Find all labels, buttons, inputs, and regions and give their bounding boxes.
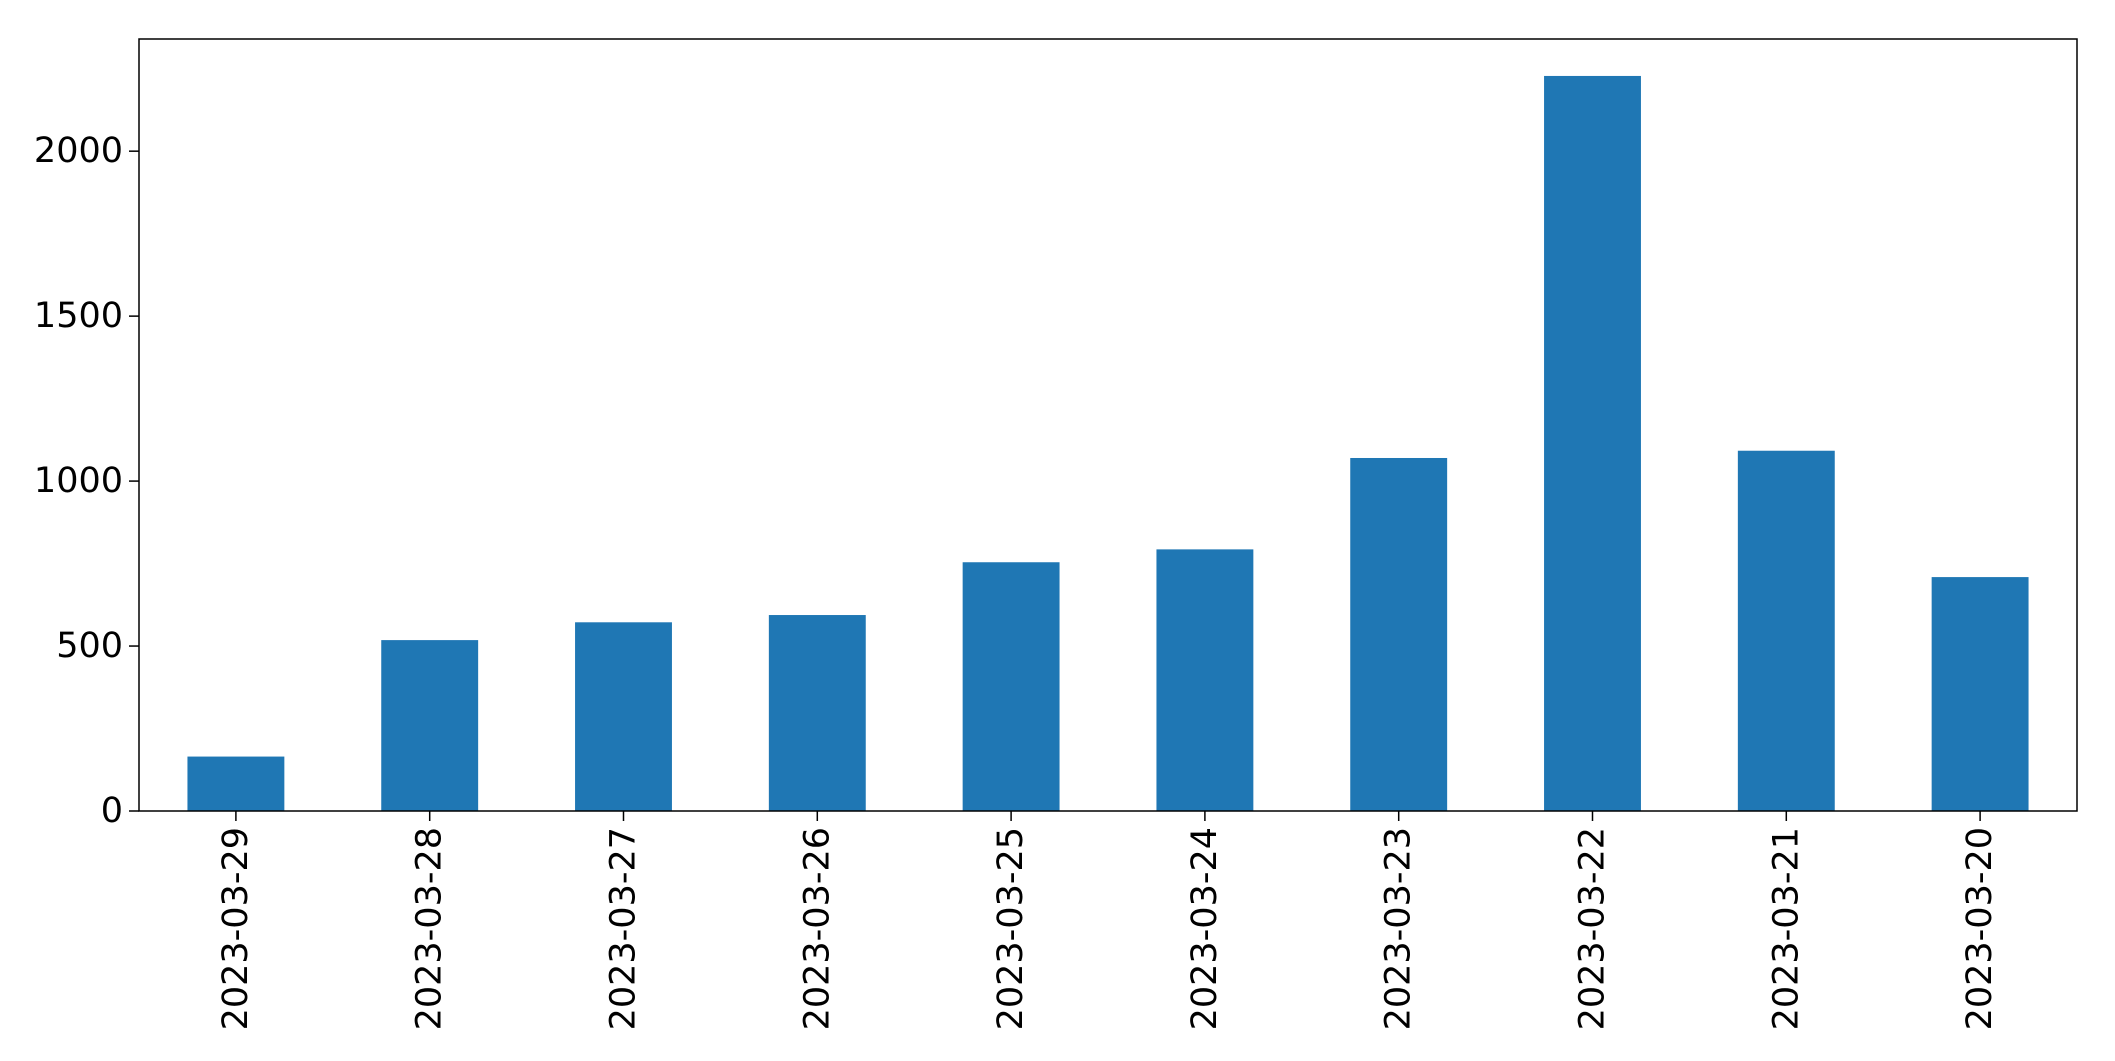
bar-2023-03-28 xyxy=(381,640,479,811)
y-tick-label: 0 xyxy=(101,791,123,831)
y-tick-label: 1500 xyxy=(34,296,123,336)
bar-2023-03-22 xyxy=(1544,75,1641,811)
x-tick-label: 2023-03-29 xyxy=(216,827,256,1030)
y-axis: 0 500 1000 1500 2000 xyxy=(34,131,139,831)
x-tick-label: 2023-03-24 xyxy=(1185,827,1225,1030)
x-tick-label: 2023-03-28 xyxy=(410,827,450,1030)
bar-2023-03-26 xyxy=(768,615,866,811)
x-tick-label: 2023-03-23 xyxy=(1379,827,1419,1030)
bar-2023-03-25 xyxy=(962,562,1060,811)
x-tick-label: 2023-03-21 xyxy=(1766,827,1806,1030)
y-tick-label: 500 xyxy=(56,626,123,666)
bar-2023-03-29 xyxy=(187,756,285,811)
bar-2023-03-21 xyxy=(1737,450,1835,811)
x-tick-label: 2023-03-25 xyxy=(991,827,1031,1030)
bar-2023-03-27 xyxy=(575,622,672,811)
bar-2023-03-20 xyxy=(1931,577,2029,811)
x-tick-label: 2023-03-20 xyxy=(1960,827,2000,1030)
x-tick-label: 2023-03-26 xyxy=(797,827,837,1030)
y-tick-label: 1000 xyxy=(34,461,123,501)
x-tick-label: 2023-03-27 xyxy=(604,827,644,1030)
x-axis: 2023-03-29 2023-03-28 2023-03-27 2023-03-26… xyxy=(216,811,2000,1030)
bar-2023-03-23 xyxy=(1350,457,1448,811)
bar-2023-03-24 xyxy=(1156,549,1254,811)
bars-group xyxy=(187,75,2029,811)
y-tick-label: 2000 xyxy=(34,131,123,171)
plot-frame xyxy=(138,38,2078,812)
x-tick-label: 2023-03-22 xyxy=(1573,827,1613,1030)
